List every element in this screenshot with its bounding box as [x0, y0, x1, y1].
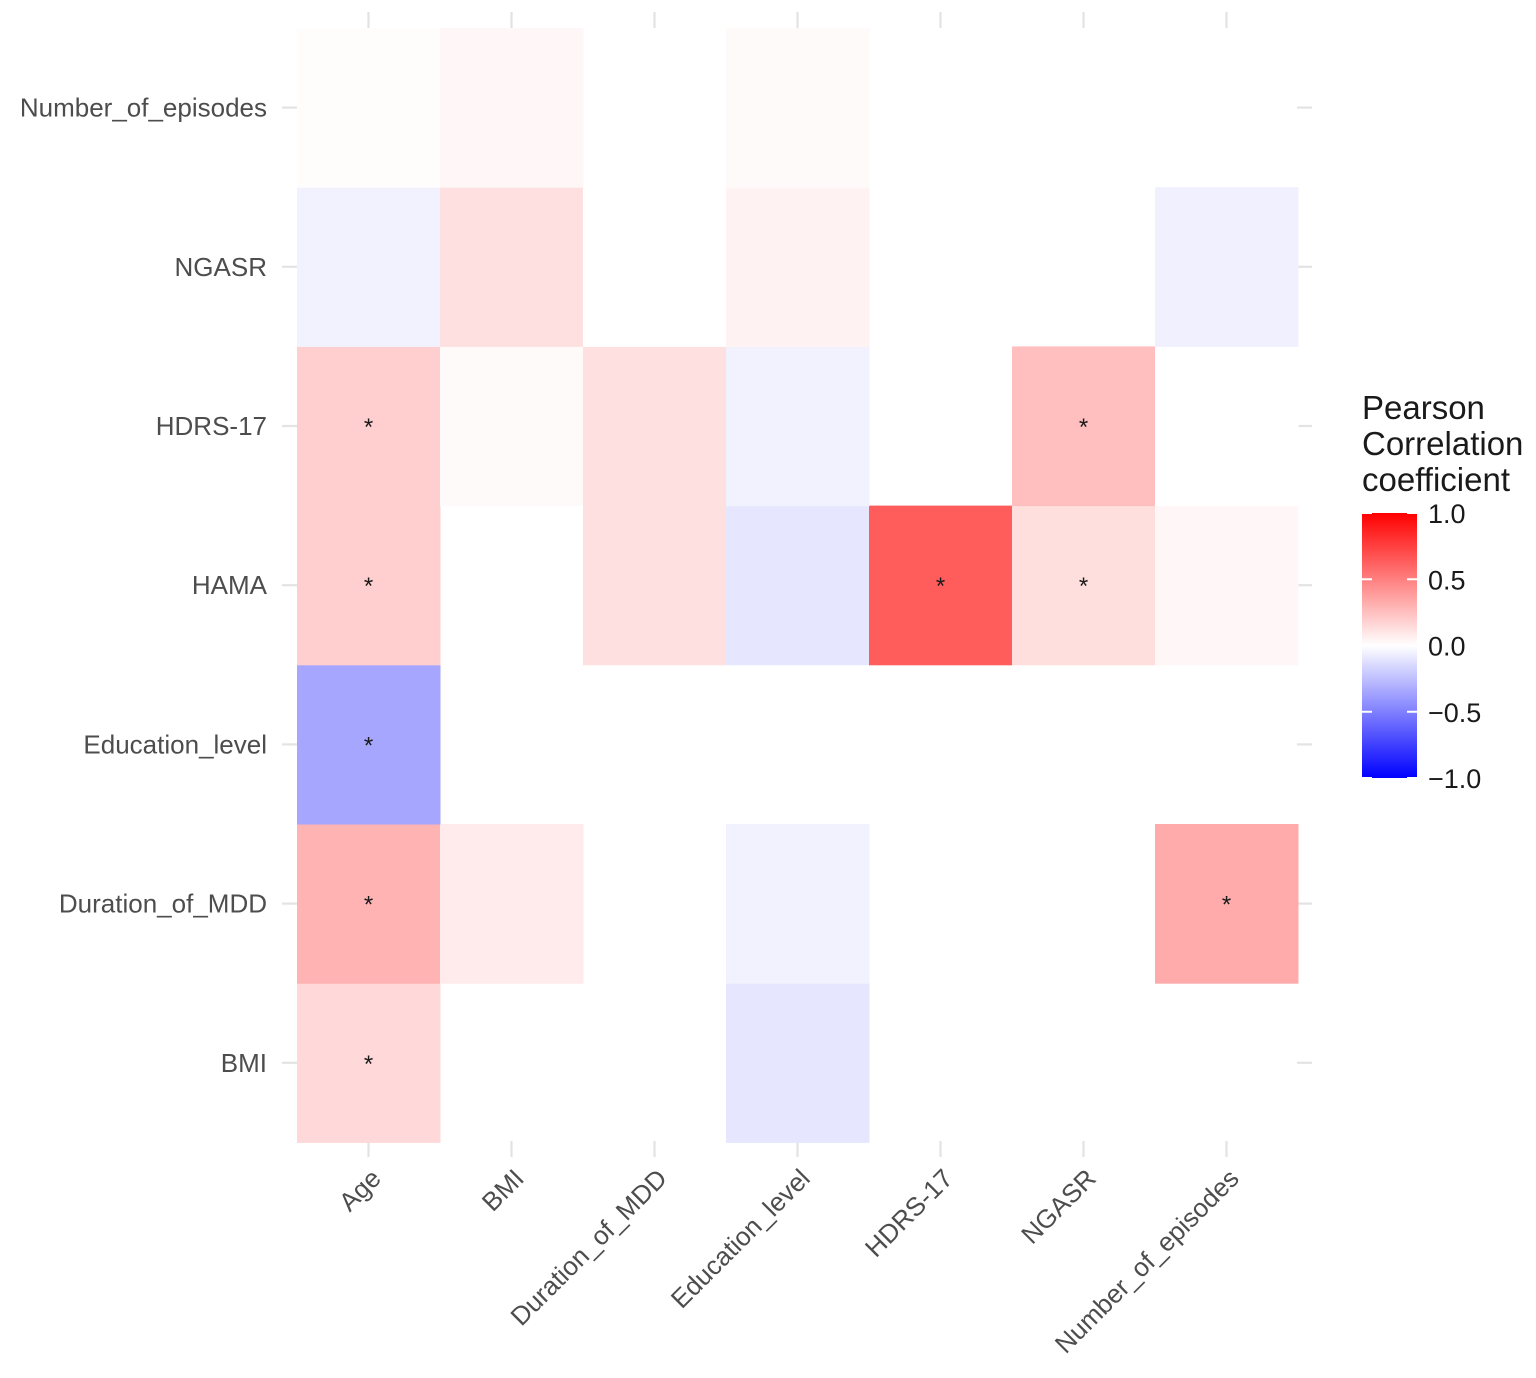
y-tick-label: Number_of_episodes [20, 93, 267, 123]
legend-tick-label: 0.5 [1428, 565, 1466, 595]
heatmap-cell [726, 983, 870, 1143]
heatmap-cell [1012, 505, 1156, 666]
heatmap-cell [440, 346, 584, 507]
significance-star: * [364, 414, 373, 441]
x-tick-label: Education_level [665, 1163, 816, 1314]
heatmap-cell [1155, 187, 1299, 347]
x-tick-label: HDRS-17 [859, 1163, 959, 1263]
heatmap-cell [1012, 346, 1156, 507]
significance-markers: * * * * * * * * * [364, 414, 1231, 1078]
heatmap-cell [869, 505, 1013, 666]
y-tick-label: Education_level [83, 729, 267, 759]
significance-star: * [364, 732, 373, 759]
y-tick-label: HDRS-17 [156, 411, 267, 441]
heatmap-cell [297, 983, 441, 1143]
heatmap-cell [583, 505, 727, 666]
x-tick-label: Duration_of_MDD [504, 1163, 672, 1331]
y-tick-label: BMI [221, 1048, 267, 1078]
heatmap-cell [583, 187, 727, 347]
legend-tick-label: −0.5 [1428, 698, 1481, 728]
heatmap-cell [297, 824, 441, 984]
heatmap-cell [440, 28, 584, 188]
significance-star: * [1079, 414, 1088, 441]
heatmap-cell [726, 824, 870, 984]
legend-title-line-3: coefficient [1362, 461, 1510, 498]
legend-tick-label: 1.0 [1428, 499, 1466, 529]
heatmap-cell [1155, 346, 1299, 507]
heatmap-cell [440, 187, 584, 347]
heatmap-cell [297, 664, 441, 825]
heatmap-cell [297, 187, 441, 347]
significance-star: * [364, 1051, 373, 1078]
heatmap-cell [726, 28, 870, 188]
legend: Pearson Correlation coefficient 1.0 0.5 0.… [1362, 389, 1523, 794]
x-tick-label: Age [333, 1163, 387, 1217]
legend-tick-label: −1.0 [1428, 764, 1481, 794]
legend-title-line-2: Correlation [1362, 425, 1523, 462]
significance-star: * [1079, 573, 1088, 600]
y-tick-label: HAMA [192, 570, 268, 600]
heatmap-cell [583, 346, 727, 507]
heatmap-cell [1155, 824, 1299, 984]
heatmap-cell [297, 346, 441, 507]
grid-lines [282, 12, 1312, 1157]
significance-star: * [936, 573, 945, 600]
significance-star: * [364, 892, 373, 919]
heatmap-cell [297, 505, 441, 666]
x-tick-label: BMI [476, 1163, 530, 1217]
heatmap-cell [1155, 505, 1299, 666]
significance-star: * [1222, 892, 1231, 919]
x-tick-label: NGASR [1015, 1163, 1102, 1250]
heatmap-cells [297, 28, 1299, 1143]
heatmap-cell [726, 187, 870, 347]
y-tick-label: Duration_of_MDD [59, 889, 267, 919]
significance-star: * [364, 573, 373, 600]
heatmap-cell [726, 346, 870, 507]
y-axis: BMI Duration_of_MDD Education_level HAMA HDR… [20, 93, 268, 1078]
heatmap-cell [297, 28, 441, 188]
heatmap-cell [726, 505, 870, 666]
y-tick-label: NGASR [175, 252, 267, 282]
legend-title-line-1: Pearson [1362, 389, 1485, 426]
legend-tick-label: 0.0 [1428, 632, 1466, 662]
heatmap-cell [440, 824, 584, 984]
